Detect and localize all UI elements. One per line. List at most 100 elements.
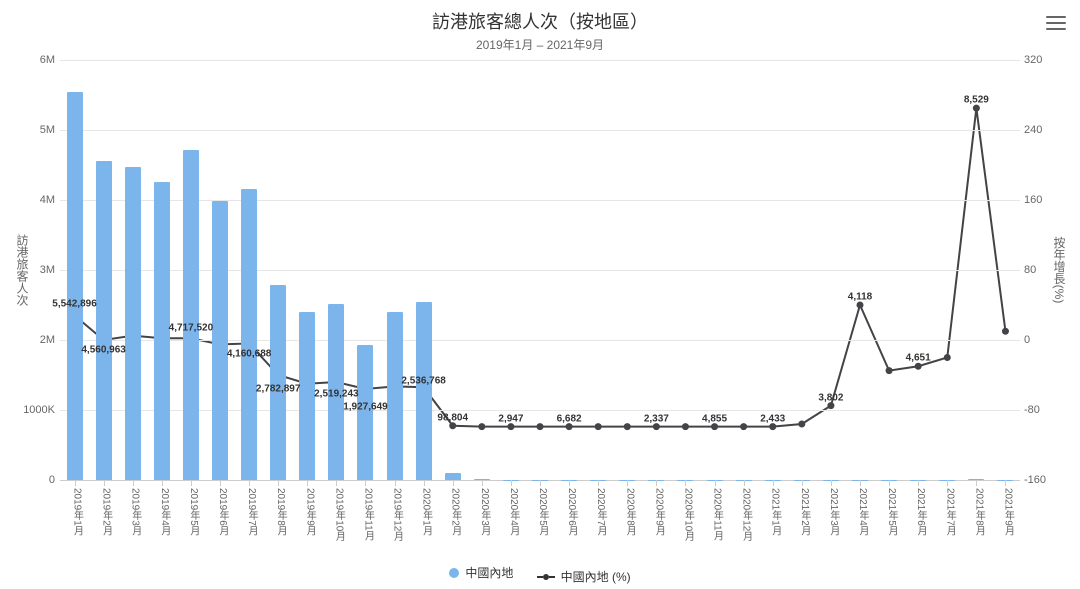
x-tick-label: 2019年12月 (390, 488, 405, 541)
data-label: 4,160,688 (227, 348, 272, 359)
x-tick-label: 2020年3月 (477, 488, 492, 536)
x-tick-label: 2020年5月 (535, 488, 550, 536)
x-tick-label: 2020年1月 (419, 488, 434, 536)
bar[interactable] (125, 167, 141, 480)
x-tick-label: 2020年11月 (710, 488, 725, 541)
data-label: 4,560,963 (81, 345, 126, 356)
x-tick-label: 2019年4月 (157, 488, 172, 536)
legend-bar-label: 中國內地 (465, 564, 513, 581)
data-label: 6,682 (557, 413, 582, 424)
line-marker[interactable] (507, 423, 514, 430)
line-marker[interactable] (915, 363, 922, 370)
data-label: 2,536,768 (401, 376, 446, 387)
data-label: 2,947 (498, 413, 523, 424)
x-tick-label: 2021年2月 (797, 488, 812, 536)
line-marker[interactable] (566, 423, 573, 430)
data-label: 4,855 (702, 413, 727, 424)
chart-container: 訪港旅客總人次（按地區） 2019年1月 – 2021年9月 訪港旅客人次 按年… (0, 0, 1080, 589)
line-marker[interactable] (478, 423, 485, 430)
x-tick-label: 2019年11月 (360, 488, 375, 541)
y-tick-right: 240 (1024, 124, 1058, 136)
line-marker[interactable] (653, 423, 660, 430)
x-tick-label: 2020年2月 (448, 488, 463, 536)
x-tick-label: 2020年7月 (593, 488, 608, 536)
line-marker[interactable] (973, 105, 980, 112)
line-marker[interactable] (857, 302, 864, 309)
x-tick-label: 2020年6月 (564, 488, 579, 536)
bar[interactable] (416, 302, 432, 480)
legend: 中國內地 中國內地 (%) (0, 564, 1080, 585)
y-tick-left: 6M (20, 54, 55, 66)
data-label: 3,802 (818, 392, 843, 403)
line-marker[interactable] (1002, 328, 1009, 335)
data-label: 2,519,243 (314, 389, 359, 400)
line-marker[interactable] (740, 423, 747, 430)
x-tick-label: 2019年8月 (273, 488, 288, 536)
data-label: 4,118 (848, 292, 872, 303)
x-tick-label: 2020年8月 (622, 488, 637, 536)
legend-item-line[interactable]: 中國內地 (%) (537, 568, 631, 585)
x-tick-label: 2021年6月 (913, 488, 928, 536)
x-tick-label: 2019年10月 (331, 488, 346, 541)
data-label: 2,433 (760, 413, 785, 424)
line-marker[interactable] (886, 367, 893, 374)
x-tick-label: 2020年9月 (651, 488, 666, 536)
line-marker[interactable] (595, 423, 602, 430)
plot-area: 01000K2M3M4M5M6M-160-800801602403205,542… (60, 60, 1020, 480)
chart-subtitle: 2019年1月 – 2021年9月 (0, 36, 1080, 53)
legend-item-bar[interactable]: 中國內地 (449, 564, 513, 581)
x-tick-label: 2019年5月 (186, 488, 201, 536)
line-marker[interactable] (798, 421, 805, 428)
legend-line-label: 中國內地 (%) (561, 568, 631, 585)
x-tick-label: 2021年9月 (1000, 488, 1015, 536)
x-tick-label: 2021年5月 (884, 488, 899, 536)
bar[interactable] (299, 312, 315, 480)
bar[interactable] (154, 182, 170, 480)
line-marker[interactable] (449, 422, 456, 429)
x-tick-label: 2021年8月 (971, 488, 986, 536)
x-tick-label: 2021年7月 (942, 488, 957, 536)
line-marker[interactable] (537, 423, 544, 430)
y-tick-left: 0 (20, 474, 55, 486)
x-tick-label: 2020年10月 (680, 488, 695, 541)
x-tick-label: 2019年7月 (244, 488, 259, 536)
bar[interactable] (96, 161, 112, 480)
bar[interactable] (241, 189, 257, 480)
bar[interactable] (445, 473, 461, 480)
data-label: 2,337 (644, 413, 669, 424)
x-tick-label: 2019年6月 (215, 488, 230, 536)
bar[interactable] (387, 312, 403, 480)
y-tick-right: 0 (1024, 334, 1058, 346)
x-tick-label: 2021年4月 (855, 488, 870, 536)
data-label: 5,542,896 (52, 298, 97, 309)
data-label: 98,804 (437, 412, 468, 423)
chart-title: 訪港旅客總人次（按地區） (0, 8, 1080, 34)
menu-icon[interactable] (1046, 16, 1066, 34)
line-marker[interactable] (711, 423, 718, 430)
y-tick-left: 2M (20, 334, 55, 346)
y-tick-left: 1000K (20, 404, 55, 416)
line-marker[interactable] (944, 354, 951, 361)
bar[interactable] (67, 92, 83, 480)
x-tick-label: 2021年3月 (826, 488, 841, 536)
line-marker[interactable] (624, 423, 631, 430)
y-tick-right: 80 (1024, 264, 1058, 276)
y-tick-right: -160 (1024, 474, 1058, 486)
data-label: 4,651 (906, 353, 931, 364)
x-tick-label: 2020年4月 (506, 488, 521, 536)
bar[interactable] (183, 150, 199, 480)
y-tick-left: 3M (20, 264, 55, 276)
line-marker[interactable] (827, 402, 834, 409)
data-label: 1,927,649 (343, 402, 388, 413)
line-marker[interactable] (682, 423, 689, 430)
x-tick-label: 2020年12月 (739, 488, 754, 541)
y-tick-right: -80 (1024, 404, 1058, 416)
x-tick-label: 2019年2月 (99, 488, 114, 536)
x-tick-label: 2019年9月 (302, 488, 317, 536)
bar[interactable] (212, 201, 228, 480)
bar[interactable] (357, 345, 373, 480)
data-label: 2,782,897 (256, 384, 301, 395)
line-marker[interactable] (769, 423, 776, 430)
data-label: 8,529 (964, 95, 989, 106)
y-tick-right: 160 (1024, 194, 1058, 206)
